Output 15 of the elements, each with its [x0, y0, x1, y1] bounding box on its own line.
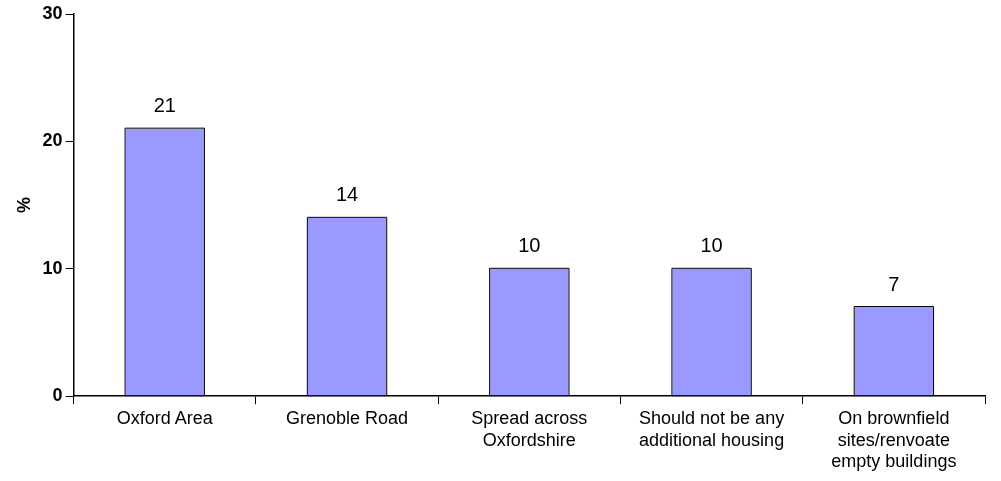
x-tick-label: Grenoble Road [285, 407, 409, 428]
y-axis-title: % [13, 197, 34, 214]
data-label: 21 [153, 94, 176, 117]
x-tick-label: Should not be any additional housing [639, 407, 785, 450]
x-tick-label: On brownfield sites/renvoate empty buildings [831, 407, 957, 472]
y-tick-label: 0 [52, 385, 63, 406]
data-label: 7 [888, 272, 900, 295]
x-tick-label: Spread across Oxfordshire [471, 407, 588, 450]
y-tick-label: 20 [42, 130, 63, 151]
y-tick-label: 10 [42, 257, 63, 278]
y-tick-label: 30 [42, 2, 63, 23]
data-label: 10 [518, 234, 541, 257]
x-tick-label: Oxford Area [116, 407, 214, 428]
data-label: 10 [700, 234, 723, 257]
data-label: 14 [335, 183, 359, 206]
